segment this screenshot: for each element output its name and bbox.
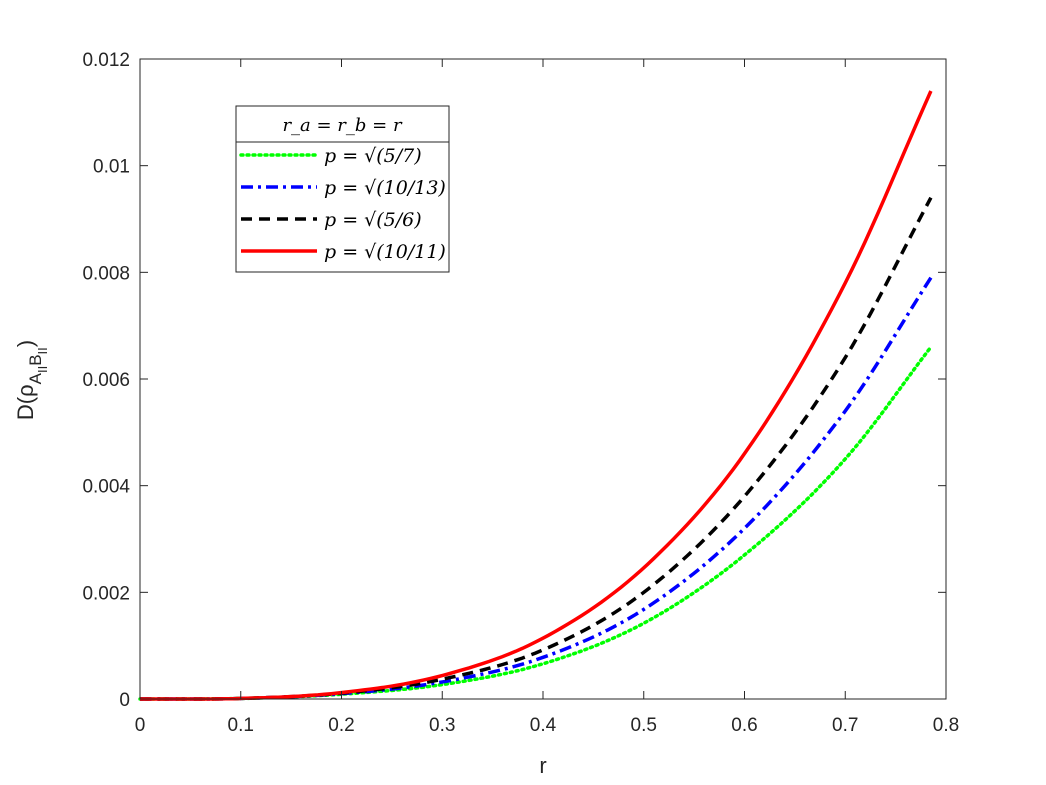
x-tick-label: 0.5 <box>631 715 657 736</box>
y-tick-label: 0.012 <box>82 50 130 71</box>
legend-title: r_a = r_b = r <box>282 115 403 136</box>
y-tick-label: 0.002 <box>82 583 130 604</box>
y-axis-label: D(ρAIIBII) <box>13 340 50 420</box>
y-tick-label: 0.01 <box>93 157 130 178</box>
x-tick-label: 0.2 <box>328 715 354 736</box>
series-line-4 <box>140 90 933 701</box>
x-tick-label: 0.8 <box>933 715 959 736</box>
y-tick-label: 0 <box>119 690 130 711</box>
legend-label-3: p = √(5/6) <box>324 209 422 231</box>
legend-label-4: p = √(10/11) <box>324 241 446 263</box>
legend-label-2: p = √(10/13) <box>324 177 446 199</box>
x-tick-label: 0.4 <box>530 715 557 736</box>
y-tick-label: 0.006 <box>82 370 130 391</box>
legend: r_a = r_b = r p = √(5/7)p = √(10/13)p = … <box>235 105 450 273</box>
x-tick-label: 0 <box>135 715 146 736</box>
legend-items: p = √(5/7) p = √(10/13) p = √(5/6) p = √(10… <box>239 145 446 263</box>
x-axis-label: r <box>539 753 546 778</box>
y-tick-label: 0.008 <box>82 263 130 284</box>
tick-layer: 0 0.1 0.2 0.3 0.4 0.5 0.6 0.7 0.8 0 0.002 0.004 0.00… <box>82 50 959 736</box>
x-tick-label: 0.7 <box>832 715 858 736</box>
legend-label-1: p = √(5/7) <box>324 145 422 167</box>
x-tick-label: 0.6 <box>731 715 757 736</box>
y-tick-label: 0.004 <box>82 477 130 498</box>
legend-box <box>235 105 450 273</box>
x-tick-label: 0.3 <box>429 715 455 736</box>
series-layer <box>138 90 933 701</box>
x-tick-label: 0.1 <box>228 715 254 736</box>
